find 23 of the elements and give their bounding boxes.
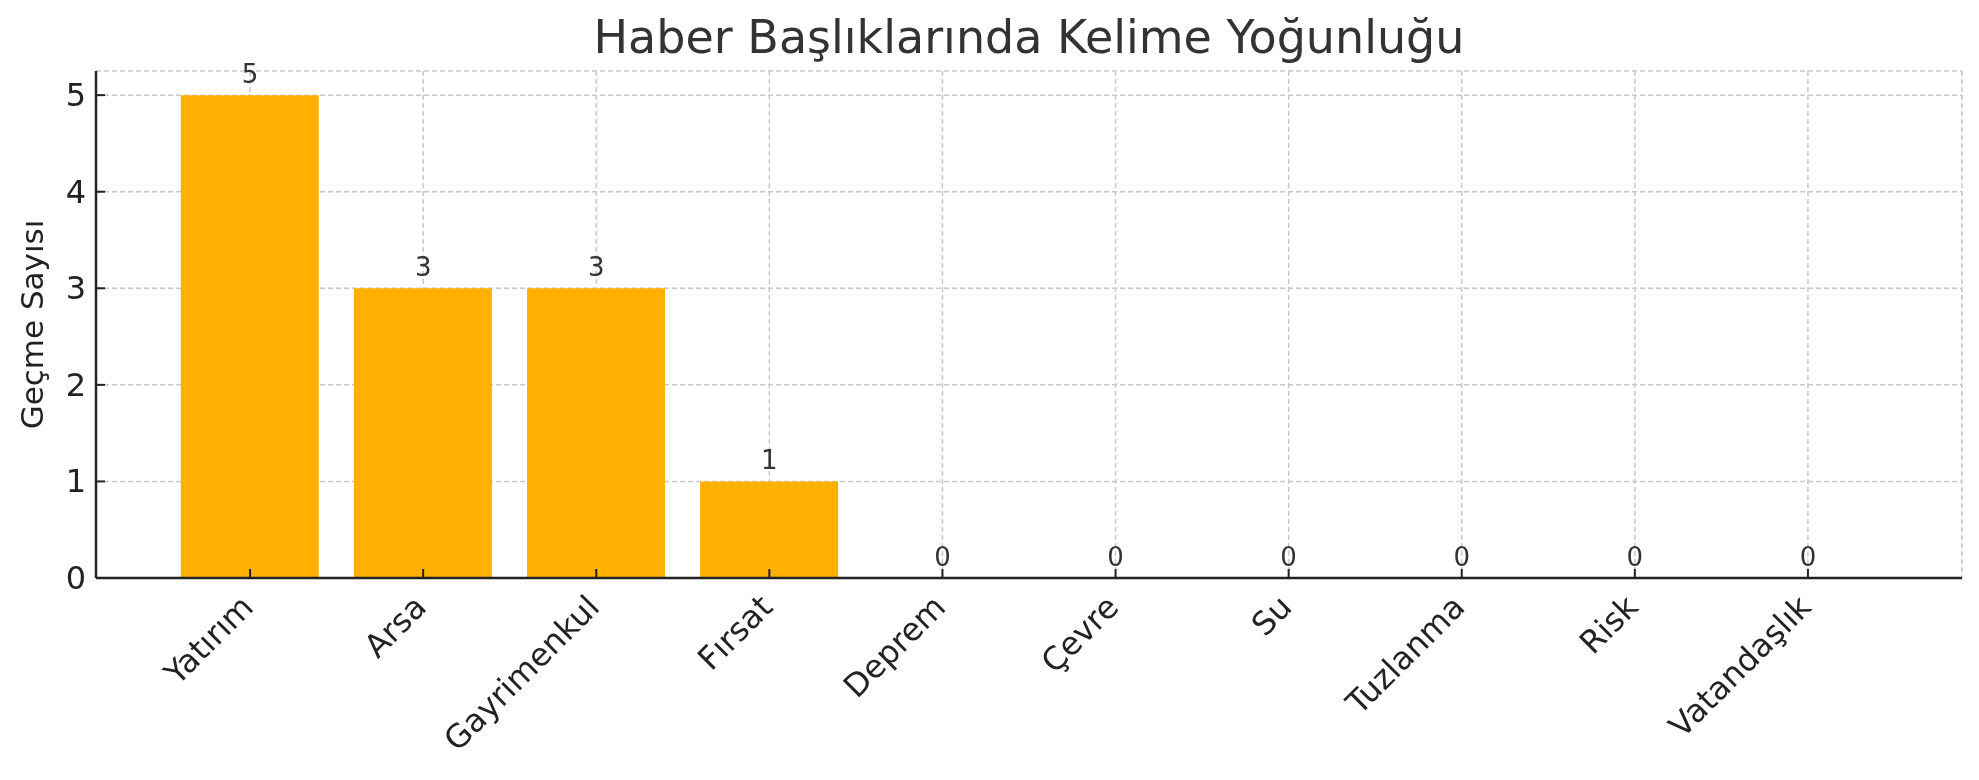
y-tick-label: 0 <box>65 559 86 597</box>
data-label: 3 <box>414 252 432 283</box>
y-tick-label: 4 <box>65 172 86 211</box>
data-label: 0 <box>1107 542 1124 572</box>
y-axis-title: Geçme Sayısı <box>14 219 50 430</box>
y-tick-label: 1 <box>65 462 86 501</box>
data-label: 0 <box>1453 542 1471 572</box>
data-label: 1 <box>761 445 778 476</box>
bar <box>180 95 319 578</box>
data-label: 3 <box>587 252 605 283</box>
data-label: 0 <box>1626 542 1644 572</box>
bar <box>700 481 839 578</box>
data-label: 0 <box>934 542 951 572</box>
data-label: 0 <box>1799 542 1817 572</box>
x-tick-label: Su <box>1243 587 1300 644</box>
data-label: 0 <box>1280 542 1297 572</box>
bar <box>353 288 492 578</box>
y-tick-label: 5 <box>65 76 86 115</box>
y-tick-label: 3 <box>65 269 86 308</box>
data-label: 5 <box>241 59 259 90</box>
bar <box>527 288 666 578</box>
chart-title: Haber Başlıklarında Kelime Yoğunluğu <box>593 10 1465 64</box>
y-tick-label: 2 <box>65 365 86 404</box>
